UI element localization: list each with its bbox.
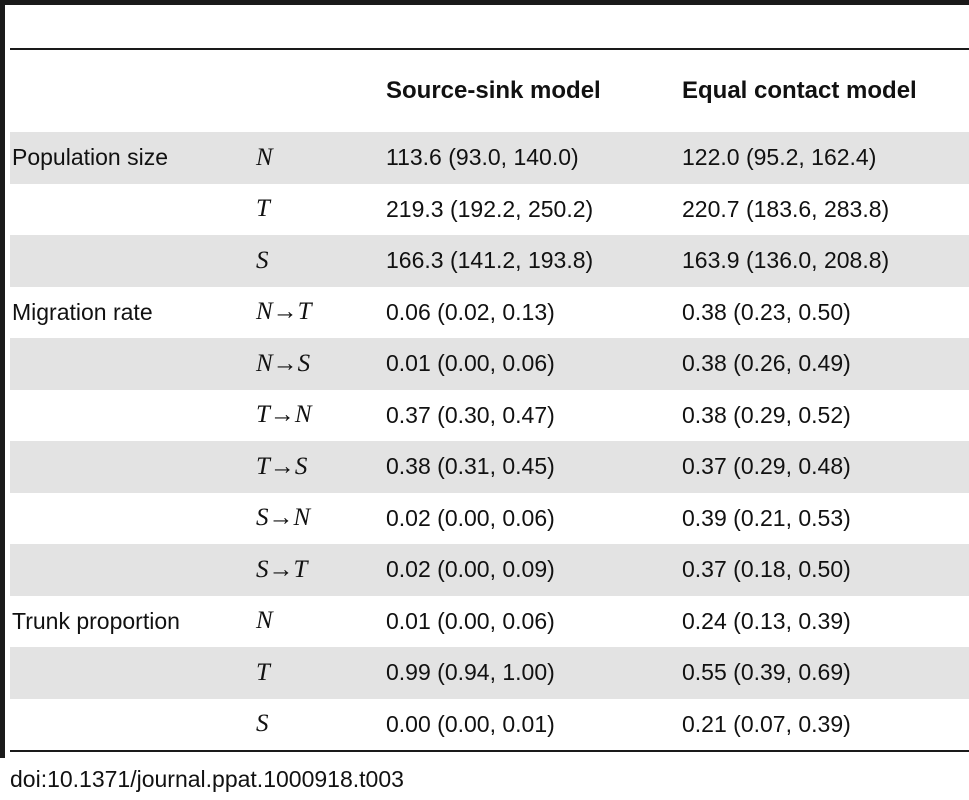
table-row: T→S 0.38 (0.31, 0.45) 0.37 (0.29, 0.48) (10, 441, 969, 493)
row-equal-contact-value: 0.39 (0.21, 0.53) (682, 504, 851, 531)
row-parameter: N (256, 132, 386, 184)
header-parameter (256, 50, 386, 132)
table-row: S 166.3 (141.2, 193.8) 163.9 (136.0, 208.8… (10, 235, 969, 287)
table-bottom-rule (10, 750, 969, 752)
table-row: Population size N 113.6 (93.0, 140.0) 122.0… (10, 132, 969, 184)
row-group-label (10, 647, 256, 699)
table-top-rule (10, 48, 969, 50)
row-group-label (10, 235, 256, 287)
row-parameter: S (256, 710, 269, 738)
row-group-label (10, 493, 256, 545)
row-equal-contact-value: 0.38 (0.26, 0.49) (682, 338, 969, 390)
table-row: S→T 0.02 (0.00, 0.09) 0.37 (0.18, 0.50) (10, 544, 969, 596)
row-equal-contact-value: 220.7 (183.6, 283.8) (682, 195, 890, 222)
row-parameter: T→N (256, 401, 312, 429)
table-body: Population size N 113.6 (93.0, 140.0) 122.0… (10, 132, 969, 750)
header-equal-contact-model: Equal contact model (682, 77, 917, 104)
table-row: S→N 0.02 (0.00, 0.06) 0.39 (0.21, 0.53) (10, 493, 969, 545)
row-parameter: T (256, 195, 270, 223)
row-group-label (10, 699, 256, 751)
table-row: S 0.00 (0.00, 0.01) 0.21 (0.07, 0.39) (10, 699, 969, 751)
table-row: T 219.3 (192.2, 250.2) 220.7 (183.6, 283.8… (10, 184, 969, 236)
row-group-label: Migration rate (12, 298, 153, 325)
row-equal-contact-value: 0.37 (0.18, 0.50) (682, 544, 969, 596)
row-source-sink-value: 0.01 (0.00, 0.06) (386, 607, 555, 634)
row-equal-contact-value: 163.9 (136.0, 208.8) (682, 235, 969, 287)
row-group-label: Trunk proportion (12, 607, 180, 634)
row-source-sink-value: 219.3 (192.2, 250.2) (386, 195, 594, 222)
table-row: N→S 0.01 (0.00, 0.06) 0.38 (0.26, 0.49) (10, 338, 969, 390)
header-group (10, 50, 256, 132)
top-border-rule (0, 0, 969, 5)
header-source-sink-model: Source-sink model (386, 77, 601, 104)
row-source-sink-value: 0.99 (0.94, 1.00) (386, 647, 682, 699)
row-group-label (10, 390, 256, 442)
doi-caption: doi:10.1371/journal.ppat.1000918.t003 (10, 766, 404, 792)
row-parameter: T (256, 647, 386, 699)
row-group-label (10, 338, 256, 390)
results-table: Source-sink model Equal contact model Po… (10, 50, 969, 750)
row-source-sink-value: 0.02 (0.00, 0.09) (386, 544, 682, 596)
row-parameter: N→T (256, 298, 312, 326)
row-source-sink-value: 0.37 (0.30, 0.47) (386, 401, 555, 428)
results-table-container: Source-sink model Equal contact model Po… (10, 48, 969, 752)
row-parameter: N→S (256, 338, 386, 390)
row-equal-contact-value: 122.0 (95.2, 162.4) (682, 132, 969, 184)
row-parameter: N (256, 607, 273, 635)
row-equal-contact-value: 0.38 (0.29, 0.52) (682, 401, 851, 428)
row-group-label: Population size (10, 132, 256, 184)
row-source-sink-value: 0.01 (0.00, 0.06) (386, 338, 682, 390)
table-row: Trunk proportion N 0.01 (0.00, 0.06) 0.24 (… (10, 596, 969, 648)
row-source-sink-value: 0.06 (0.02, 0.13) (386, 298, 555, 325)
row-source-sink-value: 0.00 (0.00, 0.01) (386, 710, 555, 737)
table-row: T→N 0.37 (0.30, 0.47) 0.38 (0.29, 0.52) (10, 390, 969, 442)
row-equal-contact-value: 0.21 (0.07, 0.39) (682, 710, 851, 737)
row-source-sink-value: 0.02 (0.00, 0.06) (386, 504, 555, 531)
table-header-row: Source-sink model Equal contact model (10, 50, 969, 132)
row-source-sink-value: 0.38 (0.31, 0.45) (386, 441, 682, 493)
row-group-label (10, 184, 256, 236)
row-parameter: S→N (256, 504, 311, 532)
row-source-sink-value: 166.3 (141.2, 193.8) (386, 235, 682, 287)
row-equal-contact-value: 0.38 (0.23, 0.50) (682, 298, 851, 325)
row-parameter: S→T (256, 544, 386, 596)
row-equal-contact-value: 0.55 (0.39, 0.69) (682, 647, 969, 699)
table-row: T 0.99 (0.94, 1.00) 0.55 (0.39, 0.69) (10, 647, 969, 699)
left-border-rule (0, 0, 5, 758)
row-parameter: T→S (256, 441, 386, 493)
row-equal-contact-value: 0.24 (0.13, 0.39) (682, 607, 851, 634)
row-parameter: S (256, 235, 386, 287)
row-source-sink-value: 113.6 (93.0, 140.0) (386, 132, 682, 184)
row-equal-contact-value: 0.37 (0.29, 0.48) (682, 441, 969, 493)
row-group-label (10, 544, 256, 596)
table-row: Migration rate N→T 0.06 (0.02, 0.13) 0.38 (… (10, 287, 969, 339)
row-group-label (10, 441, 256, 493)
